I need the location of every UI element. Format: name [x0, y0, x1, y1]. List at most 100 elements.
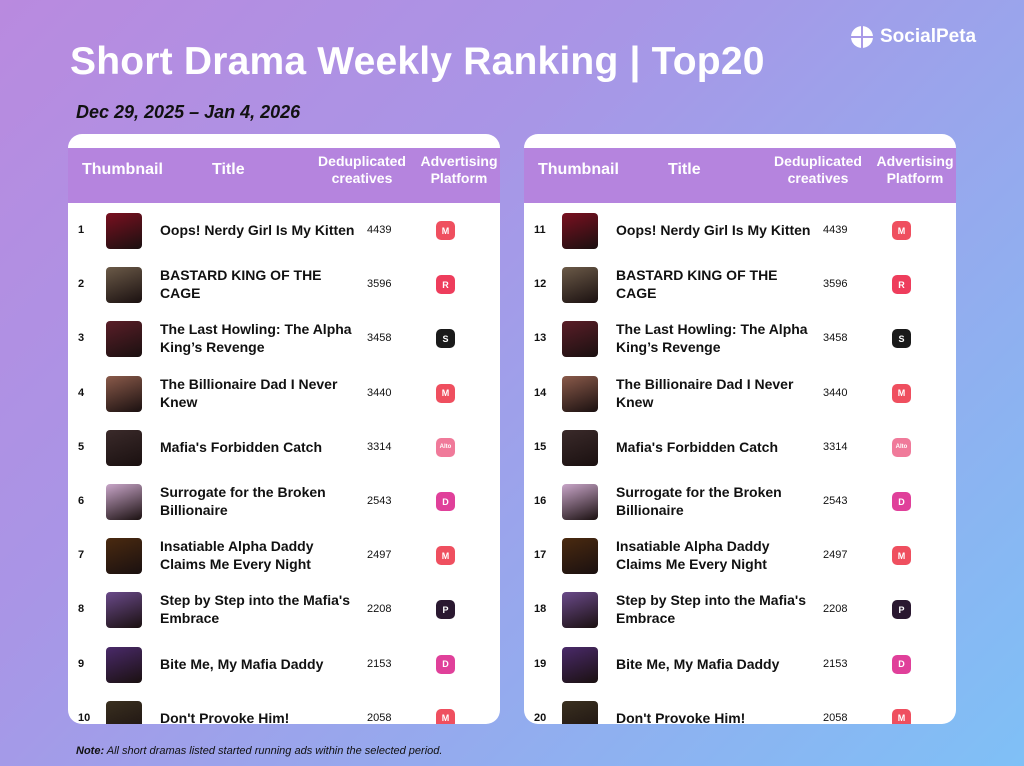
table-row[interactable]: 8 Step by Step into the Mafia's Embrace 22…: [68, 582, 500, 636]
creatives-count: 3596: [823, 278, 848, 291]
platform-d-icon: D: [436, 654, 455, 674]
drama-title: Surrogate for the Broken Billionaire: [160, 484, 326, 518]
creatives-count: 3440: [367, 386, 392, 399]
drama-thumbnail[interactable]: [106, 267, 142, 304]
header-dedup: Deduplicated creatives: [774, 153, 862, 186]
platform-s-icon: S: [436, 329, 455, 349]
creatives-count: 2058: [367, 711, 392, 724]
rank-number: 6: [78, 495, 85, 507]
drama-title: Step by Step into the Mafia's Embrace: [160, 592, 351, 627]
table-row[interactable]: 17 Insatiable Alpha Daddy Claims Me Every…: [524, 528, 956, 582]
rank-number: 1: [78, 224, 85, 236]
drama-thumbnail[interactable]: [106, 213, 142, 249]
drama-thumbnail[interactable]: [562, 429, 598, 466]
table-row[interactable]: 14 The Billionaire Dad I Never Knew 3440 M: [524, 366, 956, 420]
rank-number: 14: [534, 386, 547, 399]
drama-title: The Billionaire Dad I Never Knew: [616, 375, 794, 410]
table-row[interactable]: 16 Surrogate for the Broken Billionaire 25…: [524, 474, 956, 528]
table-row[interactable]: 3 The Last Howling: The Alpha King’s Reve…: [68, 311, 500, 365]
rank-number: 10: [78, 711, 91, 724]
table-row[interactable]: 18 Step by Step into the Mafia's Embrace 2…: [524, 582, 956, 636]
table-row[interactable]: 13 The Last Howling: The Alpha King’s Rev…: [524, 311, 956, 365]
drama-thumbnail[interactable]: [562, 592, 598, 629]
platform-m-icon: M: [436, 546, 455, 566]
note-text: All short dramas listed started running …: [104, 745, 443, 757]
platform-alto-icon: Alto: [436, 437, 455, 457]
drama-thumbnail[interactable]: [562, 267, 598, 304]
drama-thumbnail[interactable]: [106, 700, 142, 724]
drama-thumbnail[interactable]: [106, 538, 142, 575]
creatives-count: 2153: [367, 657, 392, 670]
drama-thumbnail[interactable]: [562, 321, 598, 358]
drama-title: BASTARD KING OF THE CAGE: [160, 267, 322, 302]
creatives-count: 3314: [367, 440, 392, 453]
platform-r-icon: R: [892, 275, 911, 295]
rank-number: 20: [534, 711, 547, 724]
table-header: Thumbnail Title Deduplicated creatives A…: [524, 148, 956, 203]
drama-thumbnail[interactable]: [106, 321, 142, 358]
creatives-count: 2058: [823, 711, 848, 724]
platform-p-icon: P: [436, 600, 455, 620]
table-header: Thumbnail Title Deduplicated creatives A…: [68, 148, 500, 203]
drama-thumbnail[interactable]: [562, 700, 598, 724]
platform-d-icon: D: [436, 492, 455, 511]
rank-number: 17: [534, 549, 547, 562]
note-label: Note:: [76, 745, 105, 757]
platform-m-icon: M: [436, 708, 455, 724]
header-dedup: Deduplicated creatives: [318, 153, 406, 186]
drama-thumbnail[interactable]: [106, 484, 142, 520]
page-title: Short Drama Weekly Ranking | Top20: [70, 40, 765, 83]
drama-thumbnail[interactable]: [562, 484, 598, 520]
drama-title: Bite Me, My Mafia Daddy: [616, 655, 780, 672]
footnote: Note: All short dramas listed started ru…: [76, 745, 442, 757]
header-title: Title: [212, 161, 245, 178]
drama-thumbnail[interactable]: [562, 213, 598, 249]
drama-thumbnail[interactable]: [562, 646, 598, 683]
table-row[interactable]: 4 The Billionaire Dad I Never Knew 3440 M: [68, 366, 500, 420]
drama-title: Mafia's Forbidden Catch: [616, 438, 779, 455]
socialpeta-logo: SocialPeta: [850, 25, 976, 49]
table-row[interactable]: 15 Mafia's Forbidden Catch 3314 Alto: [524, 420, 956, 474]
platform-r-icon: R: [436, 275, 455, 295]
drama-title: Surrogate for the Broken Billionaire: [616, 484, 782, 518]
socialpeta-logo-icon: [851, 26, 873, 48]
creatives-count: 4439: [367, 224, 392, 236]
drama-thumbnail[interactable]: [106, 592, 142, 629]
drama-thumbnail[interactable]: [562, 538, 598, 575]
table-row[interactable]: 6 Surrogate for the Broken Billionaire 254…: [68, 474, 500, 528]
drama-title: Oops! Nerdy Girl Is My Kitten: [616, 222, 811, 238]
rank-number: 4: [78, 386, 85, 399]
creatives-count: 2497: [823, 549, 848, 562]
drama-title: The Last Howling: The Alpha King’s Reven…: [160, 321, 352, 356]
drama-title: Bite Me, My Mafia Daddy: [160, 655, 324, 672]
drama-title: Don't Provoke Him!: [160, 709, 290, 724]
table-row[interactable]: 7 Insatiable Alpha Daddy Claims Me Every …: [68, 528, 500, 582]
table-row[interactable]: 12 BASTARD KING OF THE CAGE 3596 R: [524, 257, 956, 311]
table-row[interactable]: 11 Oops! Nerdy Girl Is My Kitten 4439 M: [524, 203, 956, 257]
date-range: Dec 29, 2025 – Jan 4, 2026: [76, 102, 301, 122]
table-row[interactable]: 9 Bite Me, My Mafia Daddy 2153 D: [68, 637, 500, 691]
table-row[interactable]: 1 Oops! Nerdy Girl Is My Kitten 4439 M: [68, 203, 500, 257]
table-row[interactable]: 10 Don't Provoke Him! 2058 M: [68, 691, 500, 724]
drama-thumbnail[interactable]: [106, 646, 142, 683]
platform-m-icon: M: [436, 221, 455, 240]
platform-d-icon: D: [892, 654, 911, 674]
table-row[interactable]: 5 Mafia's Forbidden Catch 3314 Alto: [68, 420, 500, 474]
rank-number: 5: [78, 440, 85, 453]
platform-d-icon: D: [892, 492, 911, 511]
rank-number: 9: [78, 657, 85, 670]
drama-thumbnail[interactable]: [106, 375, 142, 412]
drama-title: BASTARD KING OF THE CAGE: [616, 267, 778, 302]
drama-thumbnail[interactable]: [562, 375, 598, 412]
creatives-count: 2543: [823, 495, 848, 507]
table-row[interactable]: 19 Bite Me, My Mafia Daddy 2153 D: [524, 637, 956, 691]
creatives-count: 2208: [367, 603, 392, 616]
header-thumbnail: Thumbnail: [538, 161, 619, 178]
platform-p-icon: P: [892, 600, 911, 620]
drama-thumbnail[interactable]: [106, 429, 142, 466]
creatives-count: 3458: [367, 332, 392, 345]
creatives-count: 2153: [823, 657, 848, 670]
platform-m-icon: M: [892, 383, 911, 403]
table-row[interactable]: 20 Don't Provoke Him! 2058 M: [524, 691, 956, 724]
table-row[interactable]: 2 BASTARD KING OF THE CAGE 3596 R: [68, 257, 500, 311]
